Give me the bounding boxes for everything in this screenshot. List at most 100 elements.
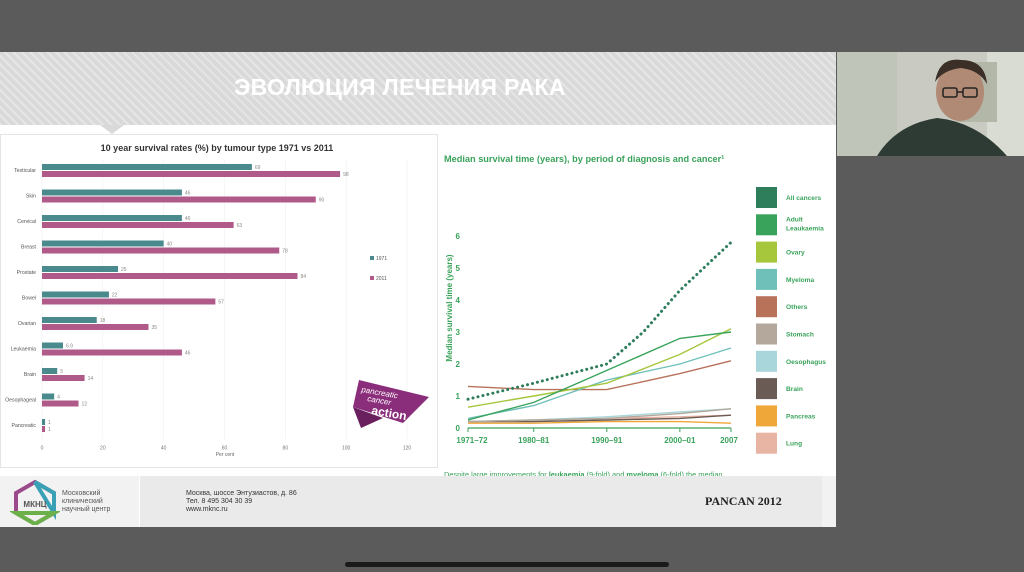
org-line-3: научный центр [62,506,111,513]
bar-data-label: 1 [48,427,51,433]
bar-data-label: 63 [237,223,243,229]
line-y-tick-label: 4 [456,296,461,305]
bar-chart-xlabel: Per cent [216,452,235,458]
legend-label-1971: 1971 [376,256,387,262]
bar-data-label: 1 [48,420,51,426]
banner-notch [100,125,124,134]
median-survival-chart: Median survival time (years), by period … [438,148,762,499]
footer-contact-area: Москва, шоссе Энтузиастов, д. 86 Тел. 8 … [140,476,822,527]
line-series-stomach [467,408,732,423]
bar-category-label: Ovarian [18,321,36,327]
legend-swatch-2011 [370,276,374,280]
slide-banner: ЭВОЛЮЦИЯ ЛЕЧЕНИЯ РАКА [0,52,836,125]
bar-x-tick-label: 20 [100,446,106,452]
line-series-brain [468,414,732,423]
bar-x-tick-label: 80 [283,446,289,452]
bar-1971 [42,215,182,221]
legend-swatch-5 [756,323,777,345]
bar-category-label: Testicular [14,168,36,174]
bar-1971 [42,317,97,323]
line-y-tick-label: 0 [456,424,461,433]
bar-1971 [42,266,119,272]
webcam-video-tile[interactable] [837,52,1024,156]
bar-data-label: 46 [185,216,191,222]
bar-2011 [42,273,298,279]
bar-category-label: Pancreatic [11,423,36,429]
bar-2011 [42,426,46,432]
line-chart-title: Median survival time (years), by period … [444,154,724,164]
line-x-tick-label: 2007 [720,436,738,445]
bar-data-label: 35 [151,325,157,331]
slide-footer: МКНЦ Московский клинический научный цент… [0,476,836,527]
bar-category-label: Breast [21,245,37,251]
bar-2011 [42,196,316,203]
footer-event-label: PANCAN 2012 [705,494,782,508]
line-series-myeloma [467,347,732,420]
line-series-pancreas [468,420,732,424]
bar-category-label: Skin [26,194,36,200]
legend-label-6: Oesophagus [786,359,826,366]
bar-category-label: Leukaemia [11,347,36,353]
bar-1971 [42,368,58,374]
bar-x-tick-label: 60 [222,446,228,452]
bar-2011 [42,375,85,381]
legend-label-1-b: Leaukaemia [786,225,824,232]
legend-label-2: Ovary [786,250,805,257]
footer-logo-area: МКНЦ Московский клинический научный цент… [0,476,140,527]
bar-data-label: 84 [301,274,307,280]
logo-line2: cancer [367,394,393,407]
bar-category-label: Prostate [17,270,36,276]
org-line-2: клинический [62,498,103,505]
bar-x-tick-label: 120 [403,446,412,452]
bar-1971 [42,189,182,196]
line-series-others [467,360,732,391]
bar-data-label: 12 [82,402,88,408]
line-legend-panel: All cancers Adult Leaukaemia Ovary Myeloma Ot… [756,148,836,468]
mknc-logo-icon: МКНЦ [10,479,60,525]
line-y-tick-label: 5 [456,264,461,273]
legend-swatch-8 [756,405,777,427]
legend-label-5: Stomach [786,332,814,339]
legend-swatch-7 [756,378,777,400]
line-series-all-cancers [466,240,733,401]
bar-1971 [42,342,63,349]
line-series-adult-leaukaemia [467,331,732,421]
bar-data-label: 98 [343,172,349,178]
line-series-ovary [467,328,732,408]
legend-swatch-1971 [370,256,374,260]
bar-2011 [42,171,341,177]
bar-data-label: 25 [121,267,127,273]
bar-1971 [42,164,252,170]
legend-label-8: Pancreas [786,413,816,420]
bottom-scroll-indicator[interactable] [345,562,669,567]
bar-category-label: Bowel [22,296,36,302]
line-x-tick-label: 1971–72 [456,436,488,445]
legend-swatch-0 [756,187,777,208]
footer-website[interactable]: www.mknc.ru [186,506,228,513]
line-chart-ylabel: Median survival time (years) [445,254,454,361]
line-y-tick-label: 1 [456,392,461,401]
bar-data-label: 40 [167,242,173,248]
line-x-tick-label: 1980–81 [518,436,550,445]
webcam-person-image [837,52,1024,156]
bar-data-label: 22 [112,293,118,299]
bar-2011 [42,298,216,305]
legend-swatch-3 [756,268,777,290]
bar-category-label: Cervical [17,219,36,225]
bar-data-label: 90 [319,198,325,204]
legend-swatch-9 [756,432,777,454]
bar-category-label: Brain [24,372,36,378]
bar-data-label: 46 [185,351,191,357]
bar-2011 [42,324,149,330]
legend-swatch-6 [756,350,777,372]
line-x-tick-label: 2000–01 [664,436,696,445]
line-chart-svg: Median survival time (years), by period … [444,154,738,445]
line-y-tick-label: 6 [456,232,461,241]
bar-chart-title: 10 year survival rates (%) by tumour typ… [101,143,334,153]
footer-org-name: Московский клинический научный центр [62,490,110,514]
legend-swatch-1 [756,214,777,236]
line-x-tick-label: 1990–91 [591,436,623,445]
legend-swatch-4 [756,296,777,318]
line-legend-svg: All cancers Adult Leaukaemia Ovary Myeloma Ot… [756,187,826,454]
pancreatic-cancer-action-logo: pancreatic cancer action [353,380,429,428]
